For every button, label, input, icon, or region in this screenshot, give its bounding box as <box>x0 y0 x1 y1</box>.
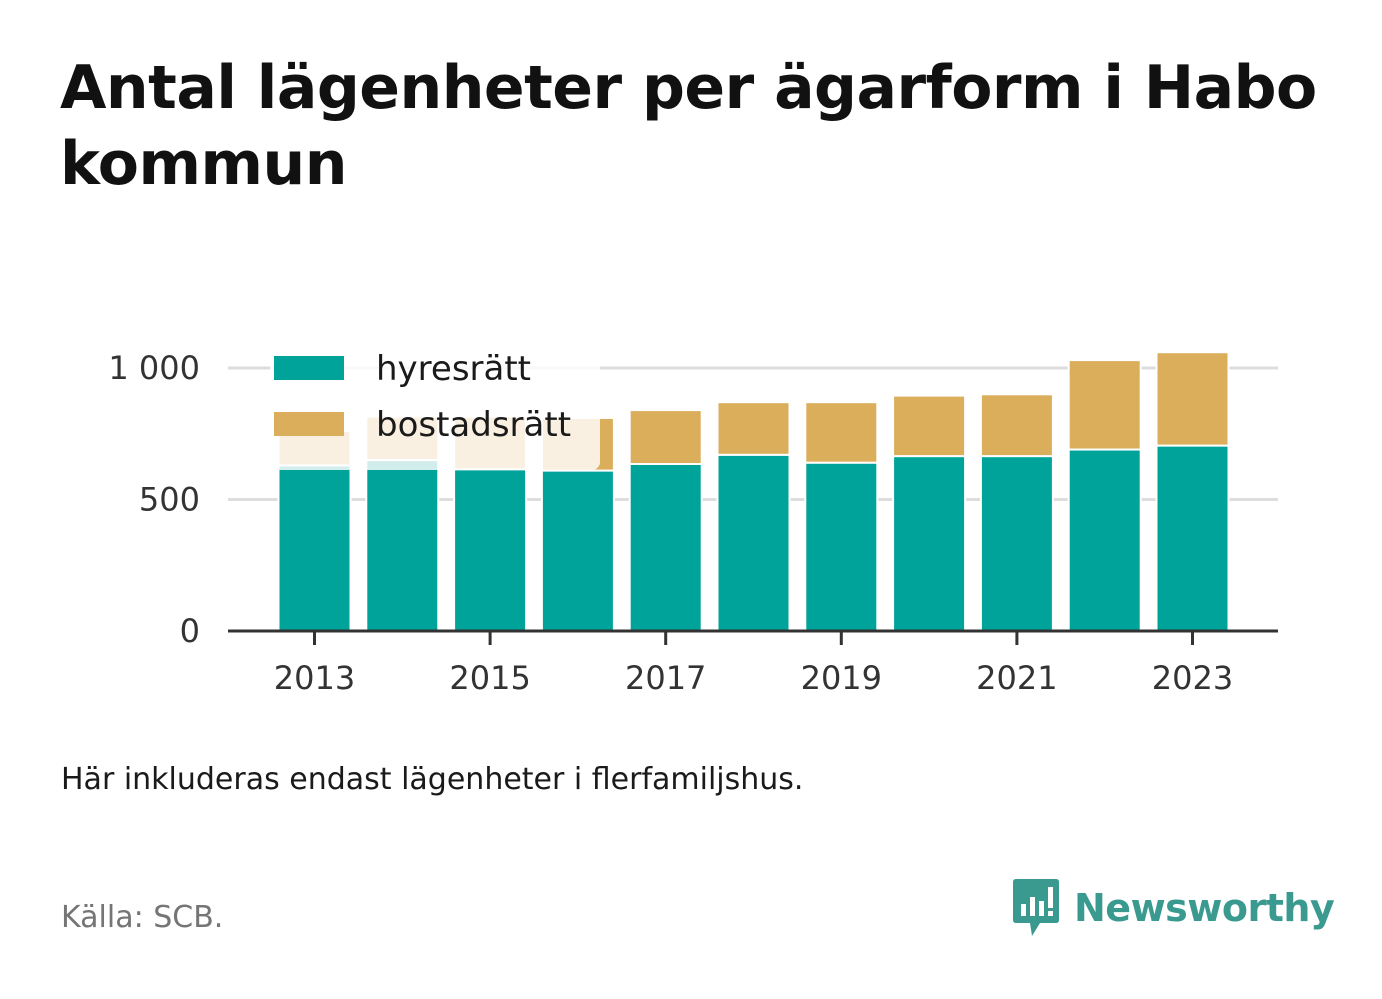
bar-bostadsratt-2021 <box>979 393 1054 458</box>
x-tick-label: 2013 <box>274 659 355 697</box>
bar-bostadsratt-2019 <box>804 401 879 464</box>
legend-swatch <box>274 412 344 436</box>
bar-bostadsratt-2023 <box>1155 351 1230 447</box>
y-tick-label: 0 <box>180 612 200 650</box>
x-tick-label: 2019 <box>801 659 882 697</box>
bar-bostadsratt-2018 <box>716 401 791 456</box>
bar-hyresratt-2016 <box>540 469 615 632</box>
x-tick-label: 2017 <box>625 659 706 697</box>
bar-hyresratt-2014 <box>365 459 440 632</box>
x-tick-label: 2015 <box>449 659 530 697</box>
bar-hyresratt-2020 <box>892 455 967 633</box>
x-tick-label: 2023 <box>1152 659 1233 697</box>
bar-bostadsratt-2017 <box>628 409 703 465</box>
stacked-bar-chart: 0 500 1 000 2013 2015 2017 2019 2021 2023 hyres… <box>108 342 1278 697</box>
newsworthy-logo-icon <box>1013 879 1059 936</box>
newsworthy-brand[interactable]: Newsworthy <box>1010 878 1335 938</box>
bar-hyresratt-2023 <box>1155 444 1230 632</box>
bar-hyresratt-2013 <box>277 464 352 632</box>
source-text: Källa: SCB. <box>61 900 224 935</box>
bar-hyresratt-2015 <box>453 468 528 632</box>
brand-name: Newsworthy <box>1074 886 1335 930</box>
bar-hyresratt-2017 <box>628 462 703 632</box>
legend-swatch <box>274 356 344 380</box>
legend-label: bostadsrätt <box>376 405 571 445</box>
legend-label: hyresrätt <box>376 349 531 389</box>
y-tick-label: 500 <box>139 481 200 519</box>
chart-title: Antal lägenheter per ägarform i Habo kom… <box>60 53 1317 199</box>
y-tick-label: 1 000 <box>108 349 200 387</box>
x-tick-label: 2021 <box>976 659 1057 697</box>
bar-hyresratt-2018 <box>716 453 791 633</box>
bar-bostadsratt-2020 <box>892 394 967 458</box>
bar-bostadsratt-2022 <box>1067 359 1142 451</box>
bar-hyresratt-2021 <box>979 455 1054 633</box>
x-axis: 2013 2015 2017 2019 2021 2023 <box>228 629 1278 697</box>
legend-background <box>270 342 600 470</box>
chart-note: Här inkluderas endast lägenheter i flerf… <box>61 762 804 797</box>
bar-hyresratt-2019 <box>804 461 879 632</box>
y-axis-labels: 0 500 1 000 <box>108 349 200 650</box>
bar-hyresratt-2022 <box>1067 448 1142 632</box>
legend: hyresrätt bostadsrätt <box>270 342 600 470</box>
